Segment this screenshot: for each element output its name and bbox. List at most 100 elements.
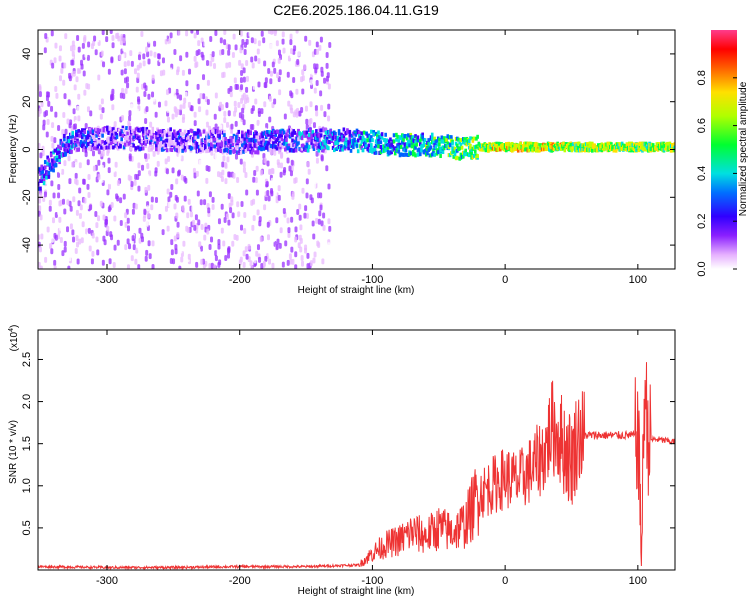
spectrogram-cell: [286, 217, 290, 224]
spectrogram-cell: [315, 79, 319, 86]
spectrogram-cell: [227, 44, 231, 51]
spectrogram-cell: [80, 134, 84, 139]
spectrogram-cell: [86, 203, 90, 210]
snr-x-tick-label: -300: [96, 575, 118, 587]
snr-x-tick-label: 0: [502, 575, 508, 587]
spectrogram-cell: [229, 91, 233, 98]
spectrogram-cell: [220, 203, 224, 210]
snr-frame: [37, 329, 676, 571]
spectrogram-cell: [102, 143, 106, 148]
spectrogram-cell: [171, 113, 175, 120]
spectrogram-cell: [107, 167, 111, 174]
spectrogram-cell: [294, 226, 298, 233]
spectrogram-cell: [183, 145, 187, 150]
spectrogram-cell: [63, 240, 67, 247]
spectrogram-cell: [284, 135, 287, 140]
spectrogram-cell: [157, 101, 161, 108]
spectrogram-cell: [504, 148, 508, 153]
spectrogram-cell: [128, 126, 132, 131]
spectrogram-cell: [258, 220, 262, 227]
spectrogram-cell: [132, 244, 136, 251]
spectrogram-cell: [329, 129, 333, 134]
spectrogram-cell: [47, 174, 51, 179]
spectrogram-cell: [153, 139, 157, 144]
spectrogram-cell: [317, 148, 321, 153]
spectrogram-cell: [214, 92, 218, 99]
spectrogram-cell: [123, 142, 127, 147]
spectrogram-cell: [265, 209, 269, 216]
spectrogram-cell: [140, 141, 144, 146]
spectrogram-cell: [190, 129, 194, 134]
spectrogram-cell: [315, 129, 318, 134]
spectrogram-cell: [177, 30, 181, 36]
spectrogram-cell: [347, 146, 350, 151]
spectrogram-cell: [323, 111, 327, 118]
spectrogram-cell: [166, 225, 170, 232]
spectrogram-cell: [277, 49, 281, 56]
spectrogram-cell: [102, 61, 106, 68]
spectrogram-cell: [94, 49, 98, 56]
spectrogram-cell: [389, 137, 392, 142]
spectrogram-cell: [82, 142, 85, 147]
snr-y-tick-label: 2.0: [21, 394, 33, 409]
spectrogram-cell: [137, 136, 140, 141]
spectrogram-cell: [673, 142, 675, 147]
spectrogram-cell: [198, 241, 202, 248]
spectrogram-cell: [367, 143, 371, 148]
spectrogram-cell: [207, 165, 211, 172]
spectrogram-cell: [58, 150, 61, 155]
spectrogram-cell: [255, 135, 258, 140]
spectrogram-cell: [266, 160, 270, 167]
spectrogram-cell: [413, 143, 416, 148]
spectrogram-cell: [397, 139, 401, 144]
spectrogram-cell: [99, 61, 103, 68]
spectrogram-cell: [279, 171, 283, 178]
spectrogram-cell: [173, 87, 177, 94]
spectrogram-cell: [153, 137, 157, 142]
spectrogram-cell: [167, 38, 171, 45]
spectrogram-cell: [47, 170, 51, 175]
spectrogram-cell: [173, 106, 177, 113]
spectrogram-cell: [86, 54, 90, 61]
spectrogram-cell: [129, 146, 133, 151]
spectrogram-cell: [133, 179, 137, 186]
spectrogram-cell: [275, 244, 279, 251]
spectrogram-cell: [131, 235, 135, 242]
spectrogram-cell: [262, 37, 266, 44]
spectrogram-cell: [371, 149, 374, 154]
spectrogram-y-tick-label: 20: [21, 96, 33, 108]
spectrogram-cell: [273, 147, 276, 152]
spectrogram-cell: [371, 138, 374, 143]
spectrogram-cell: [68, 72, 72, 79]
spectrogram-cell: [295, 135, 299, 140]
spectrogram-cell: [64, 151, 67, 156]
spectrogram-cell: [133, 68, 137, 75]
spectrogram-cell: [461, 140, 465, 145]
spectrogram-cell: [294, 251, 298, 258]
spectrogram-cell: [206, 148, 210, 153]
spectrogram-cell: [229, 207, 233, 214]
spectrogram-cell: [90, 137, 94, 142]
spectrogram-cell: [319, 192, 323, 199]
spectrogram-cell: [202, 74, 206, 81]
spectrogram-cell: [260, 147, 263, 152]
spectrogram-cell: [77, 46, 81, 53]
spectrogram-cell: [288, 253, 292, 260]
colorbar-label: Normalized spectral amplitude: [738, 81, 749, 216]
spectrogram-cell: [109, 30, 113, 34]
spectrogram-cell: [297, 97, 301, 104]
spectrogram-cell: [297, 140, 300, 145]
spectrogram-cell: [303, 64, 307, 71]
spectrogram-cell: [403, 142, 407, 147]
spectrogram-cell: [166, 106, 170, 113]
spectrogram-cell: [126, 60, 130, 67]
spectrogram-cell: [186, 133, 189, 138]
colorbar-tick-label: 0.4: [696, 166, 708, 181]
spectrogram-cell: [132, 128, 135, 133]
spectrogram-cell: [233, 233, 237, 240]
spectrogram-cell: [241, 39, 245, 46]
spectrogram-cell: [182, 240, 186, 247]
spectrogram-cell: [55, 151, 59, 156]
spectrogram-cell: [134, 146, 138, 151]
spectrogram-cell: [257, 81, 261, 88]
